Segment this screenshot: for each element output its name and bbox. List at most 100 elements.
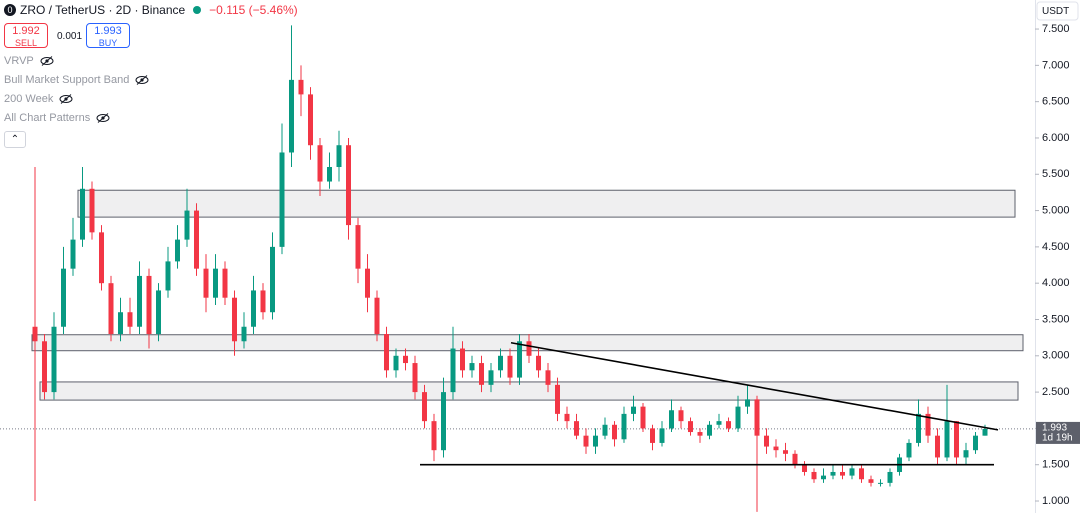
spread: 0.001 [57,31,83,42]
candle-body [99,232,104,284]
last-price-label: 1.993 [1042,423,1067,434]
candle-body [944,421,950,458]
indicator-name: 200 Week [4,93,54,105]
candle-body [279,152,285,247]
y-tick-label: 1.500 [1042,459,1070,471]
y-tick-label: 3.000 [1042,350,1070,362]
symbol-title[interactable]: ZRO / TetherUS · 2D · Binance [20,3,186,17]
candle-body [488,370,494,385]
sell-label: SELL [14,38,38,48]
candle-body [621,413,627,440]
candle-body [80,188,85,240]
candle-body [412,363,418,393]
candle-body [374,297,380,335]
candle-body [878,482,883,484]
candle-body [203,268,209,298]
candle-body [327,167,332,182]
candle-body [726,421,731,429]
candle-body [859,468,864,480]
indicator[interactable]: 200 Week [4,93,73,105]
candle-body [916,413,921,443]
candle-body [441,392,446,451]
price-change: −0.115 (−5.46%) [209,3,298,17]
candle-body [669,410,674,429]
indicator[interactable]: Bull Market Support Band [4,74,149,86]
indicator[interactable]: VRVP [4,55,54,67]
candle-body [42,341,47,393]
candle-body [688,421,693,433]
candle-body [574,421,579,436]
candle-body [555,384,560,414]
candle-body [346,145,351,226]
candle-body [631,406,636,414]
status-dot [193,6,202,14]
buy-button[interactable]: 1.993 BUY [86,23,130,48]
candle-body [365,268,370,298]
candle-body [384,334,389,371]
y-tick-label: 7.500 [1042,23,1070,35]
candle-body [517,341,522,378]
candle-body [963,450,969,458]
candle-body [213,268,218,298]
countdown-label: 1d 19h [1042,433,1073,444]
candle-body [536,355,541,371]
candle-body [773,446,779,451]
candle-body [137,275,142,327]
y-tick-label: 1.000 [1042,495,1070,507]
candle-body [403,355,408,364]
candle-body [355,225,361,269]
candle-body [830,471,836,476]
candle-body [906,442,912,458]
candle-body [925,413,931,436]
candle-body [308,94,313,146]
buy-label: BUY [98,38,118,48]
candle-body [194,210,199,269]
candle-body [716,421,722,425]
candle-body [802,464,807,472]
indicator-name: All Chart Patterns [4,112,91,124]
candle-body [422,392,427,422]
candle-body [821,475,826,480]
currency-button[interactable] [1036,1,1079,21]
sell-button[interactable]: 1.992 SELL [4,23,48,48]
candle-body [583,435,589,447]
candle-body [298,79,304,95]
y-tick-label: 3.500 [1042,313,1070,325]
candle-body [887,471,893,483]
y-tick-label: 5.000 [1042,204,1070,216]
hidden-icon[interactable] [135,75,149,85]
collapse-button[interactable]: ⌃ [4,131,26,148]
candle-body [792,453,798,465]
candle-body [498,355,503,371]
candle-body [783,450,788,454]
candle-body [118,312,123,335]
candle-body [270,246,275,313]
candle-body [393,355,399,371]
candle-body [564,413,570,422]
candle-body [156,290,161,335]
candle-body [840,471,845,476]
candle-body [460,348,465,371]
hidden-icon[interactable] [59,94,73,104]
price-zone [77,189,1016,218]
indicator[interactable]: All Chart Patterns [4,112,110,124]
candle-body [479,363,484,385]
candle-body [650,428,655,443]
candle-body [61,268,66,327]
candle-body [469,363,475,371]
price-zone [39,381,1019,401]
symbol-header: 0 ZRO / TetherUS · 2D · Binance −0.115 (… [4,3,298,17]
candle-body [593,435,598,447]
candle-body [868,479,874,483]
y-tick-label: 7.000 [1042,59,1070,71]
candle-body [222,268,228,298]
hidden-icon[interactable] [40,56,54,66]
candle-body [612,424,617,440]
hidden-icon[interactable] [96,113,110,123]
candle-body [954,421,959,458]
candle-body [849,468,855,476]
candle-body [507,355,513,378]
candle-body [260,290,266,313]
y-tick-label: 4.000 [1042,277,1070,289]
